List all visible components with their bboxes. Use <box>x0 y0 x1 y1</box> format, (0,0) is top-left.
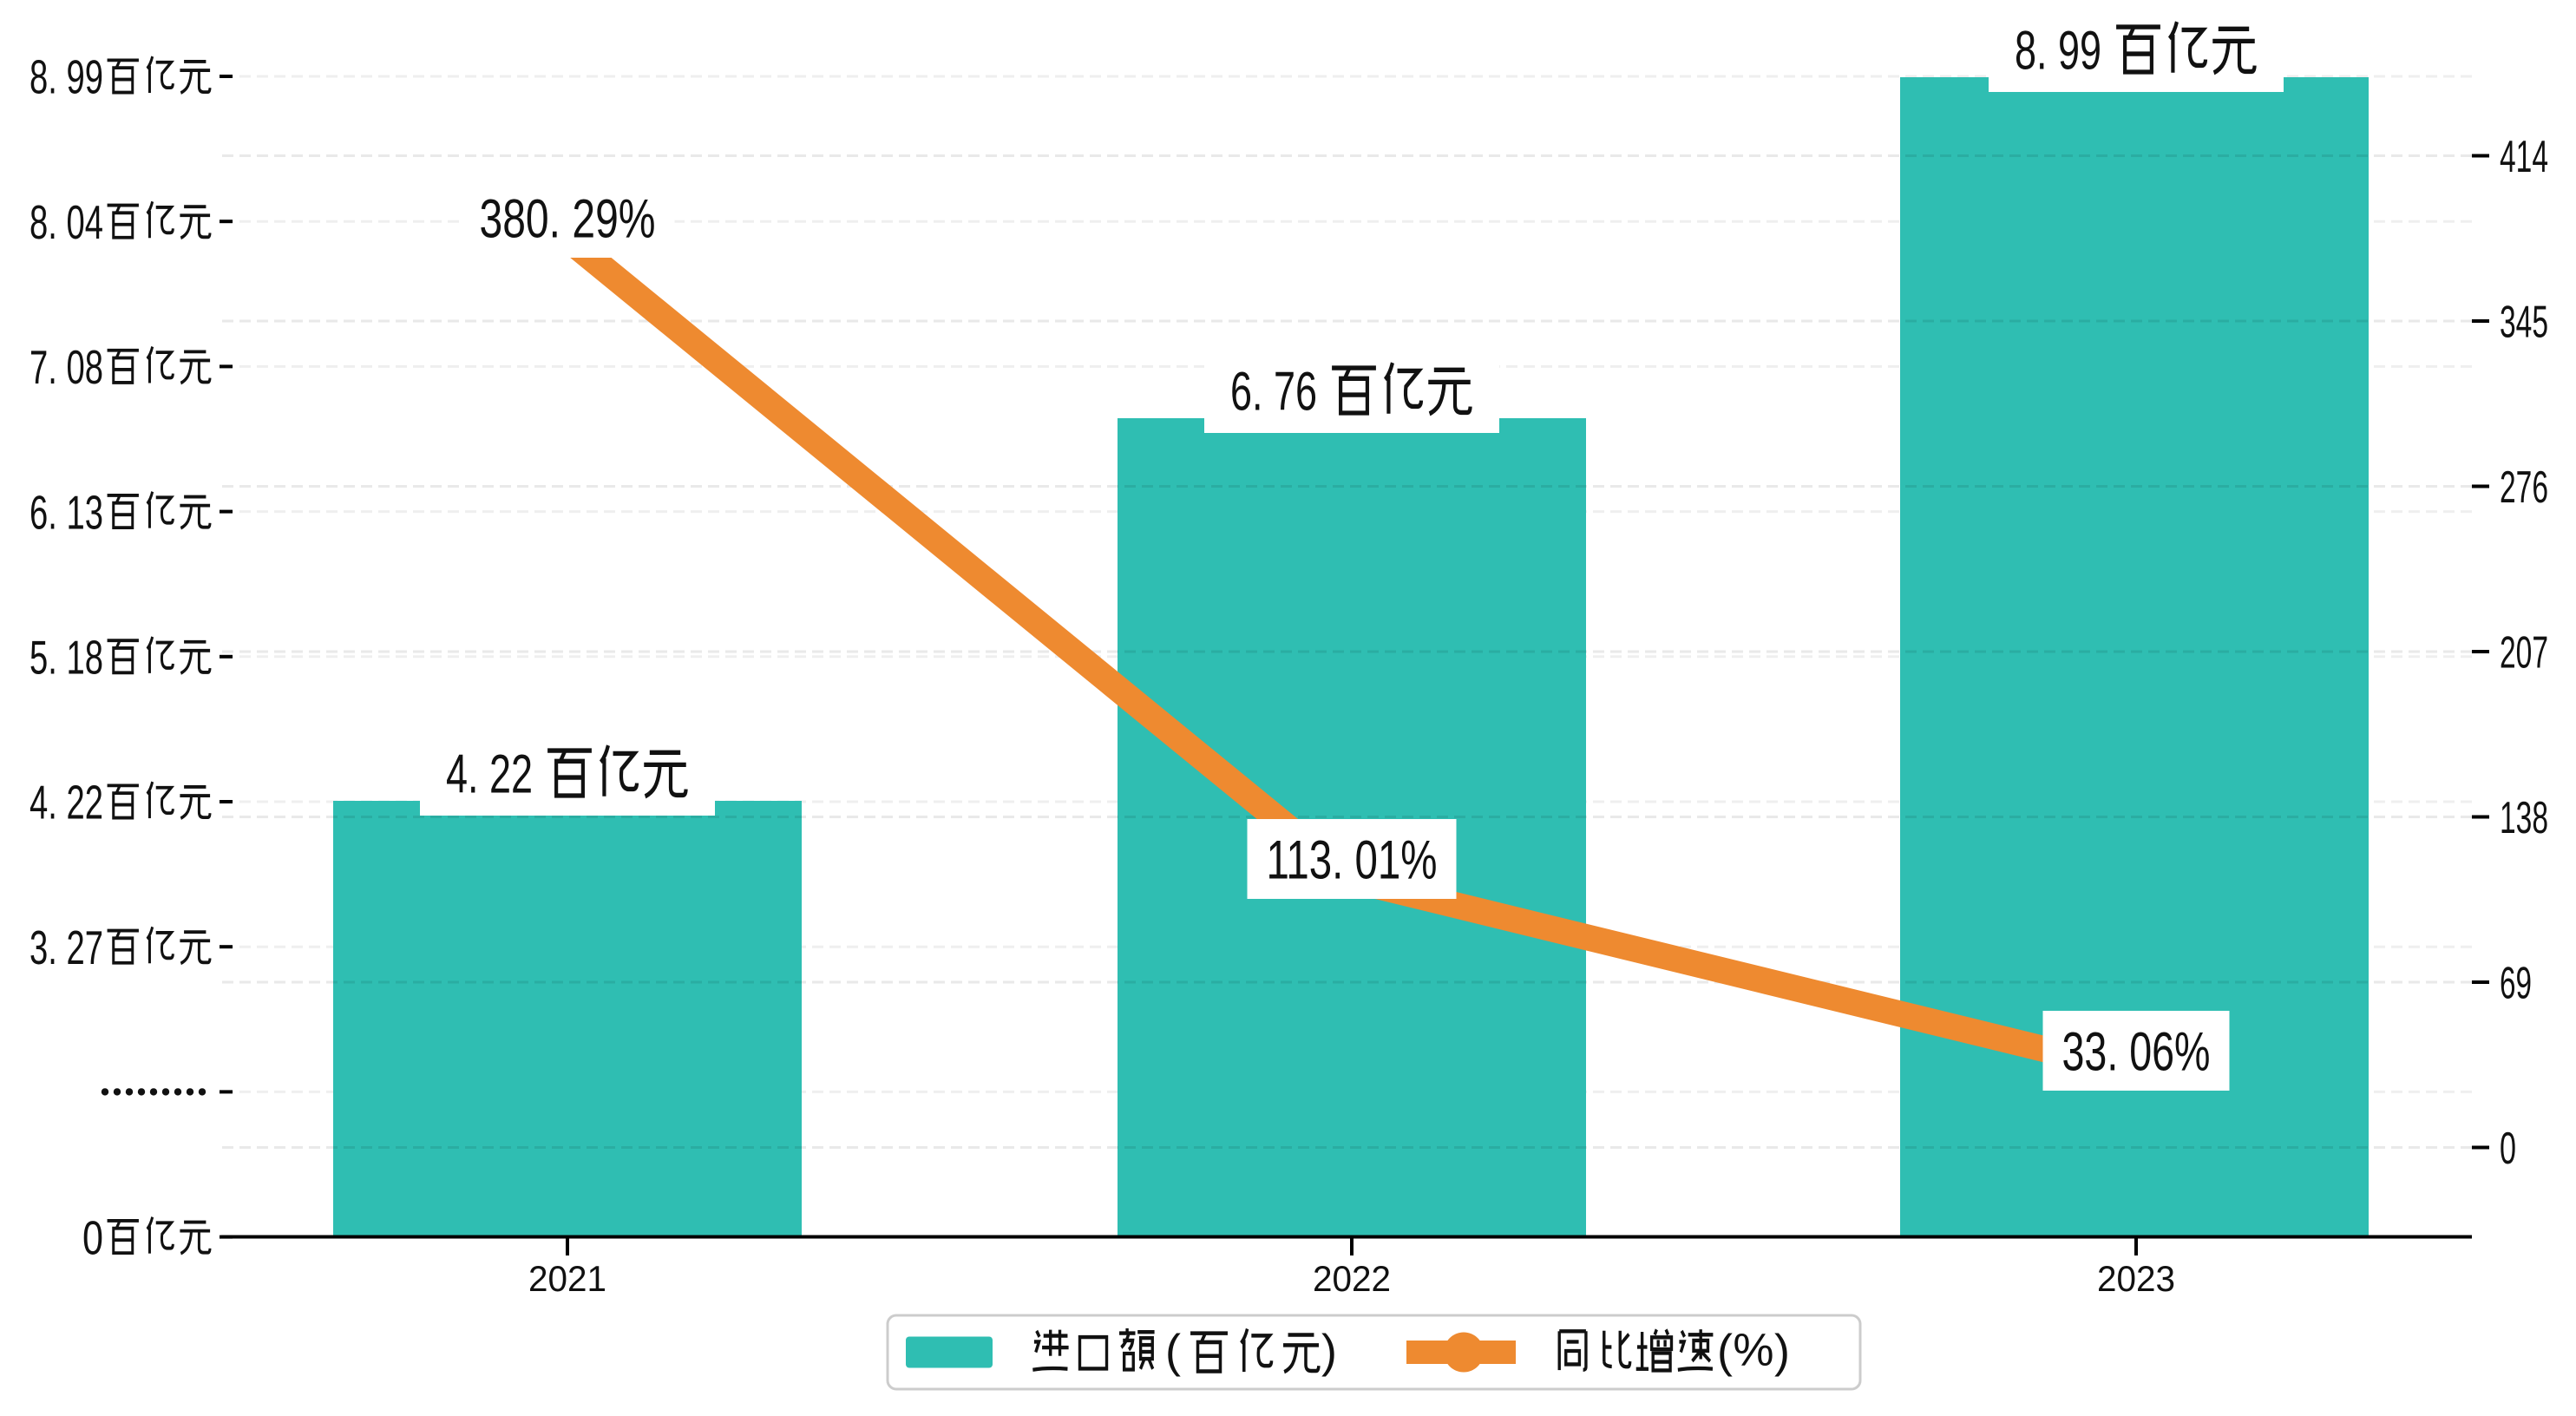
svg-text:6. 76: 6. 76 <box>1230 362 1317 423</box>
svg-text:(: ( <box>1717 1326 1733 1378</box>
svg-text:207: 207 <box>2500 628 2548 678</box>
svg-text:5. 18: 5. 18 <box>29 631 103 685</box>
svg-text:2022: 2022 <box>1313 1258 1391 1299</box>
svg-text:8. 04: 8. 04 <box>29 195 103 249</box>
svg-text:113. 01%: 113. 01% <box>1267 830 1438 891</box>
svg-text:33. 06%: 33. 06% <box>2062 1022 2211 1083</box>
svg-text:0: 0 <box>82 1210 103 1264</box>
svg-text:2021: 2021 <box>528 1258 606 1299</box>
svg-text:345: 345 <box>2500 298 2548 348</box>
svg-text:69: 69 <box>2500 959 2532 1009</box>
svg-text:7. 08: 7. 08 <box>29 340 103 394</box>
svg-text:4. 22: 4. 22 <box>446 744 533 805</box>
svg-text:276: 276 <box>2500 462 2548 513</box>
svg-text:8. 99: 8. 99 <box>29 50 103 104</box>
svg-text:%: % <box>1733 1325 1773 1376</box>
svg-text:138: 138 <box>2500 793 2548 843</box>
svg-text:380. 29%: 380. 29% <box>480 189 656 250</box>
svg-text:6. 13: 6. 13 <box>29 485 103 539</box>
svg-text:8. 99: 8. 99 <box>2015 21 2101 82</box>
svg-text:2023: 2023 <box>2097 1258 2175 1299</box>
svg-text:3. 27: 3. 27 <box>29 921 103 974</box>
svg-text:0: 0 <box>2500 1124 2516 1174</box>
svg-text:(: ( <box>1165 1326 1181 1378</box>
svg-text:): ) <box>1321 1326 1337 1378</box>
svg-text:4. 22: 4. 22 <box>29 776 103 829</box>
svg-text:414: 414 <box>2500 132 2548 182</box>
svg-text:): ) <box>1774 1326 1790 1378</box>
